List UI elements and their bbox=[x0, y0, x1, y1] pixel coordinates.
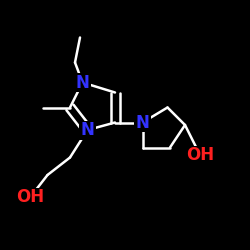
FancyBboxPatch shape bbox=[134, 113, 151, 132]
Text: OH: OH bbox=[186, 146, 214, 164]
Text: N: N bbox=[76, 74, 90, 92]
FancyBboxPatch shape bbox=[79, 120, 96, 140]
FancyBboxPatch shape bbox=[186, 146, 214, 165]
FancyBboxPatch shape bbox=[74, 73, 91, 92]
Text: N: N bbox=[136, 114, 149, 132]
Text: OH: OH bbox=[16, 188, 44, 206]
Text: N: N bbox=[80, 121, 94, 139]
FancyBboxPatch shape bbox=[16, 188, 44, 207]
